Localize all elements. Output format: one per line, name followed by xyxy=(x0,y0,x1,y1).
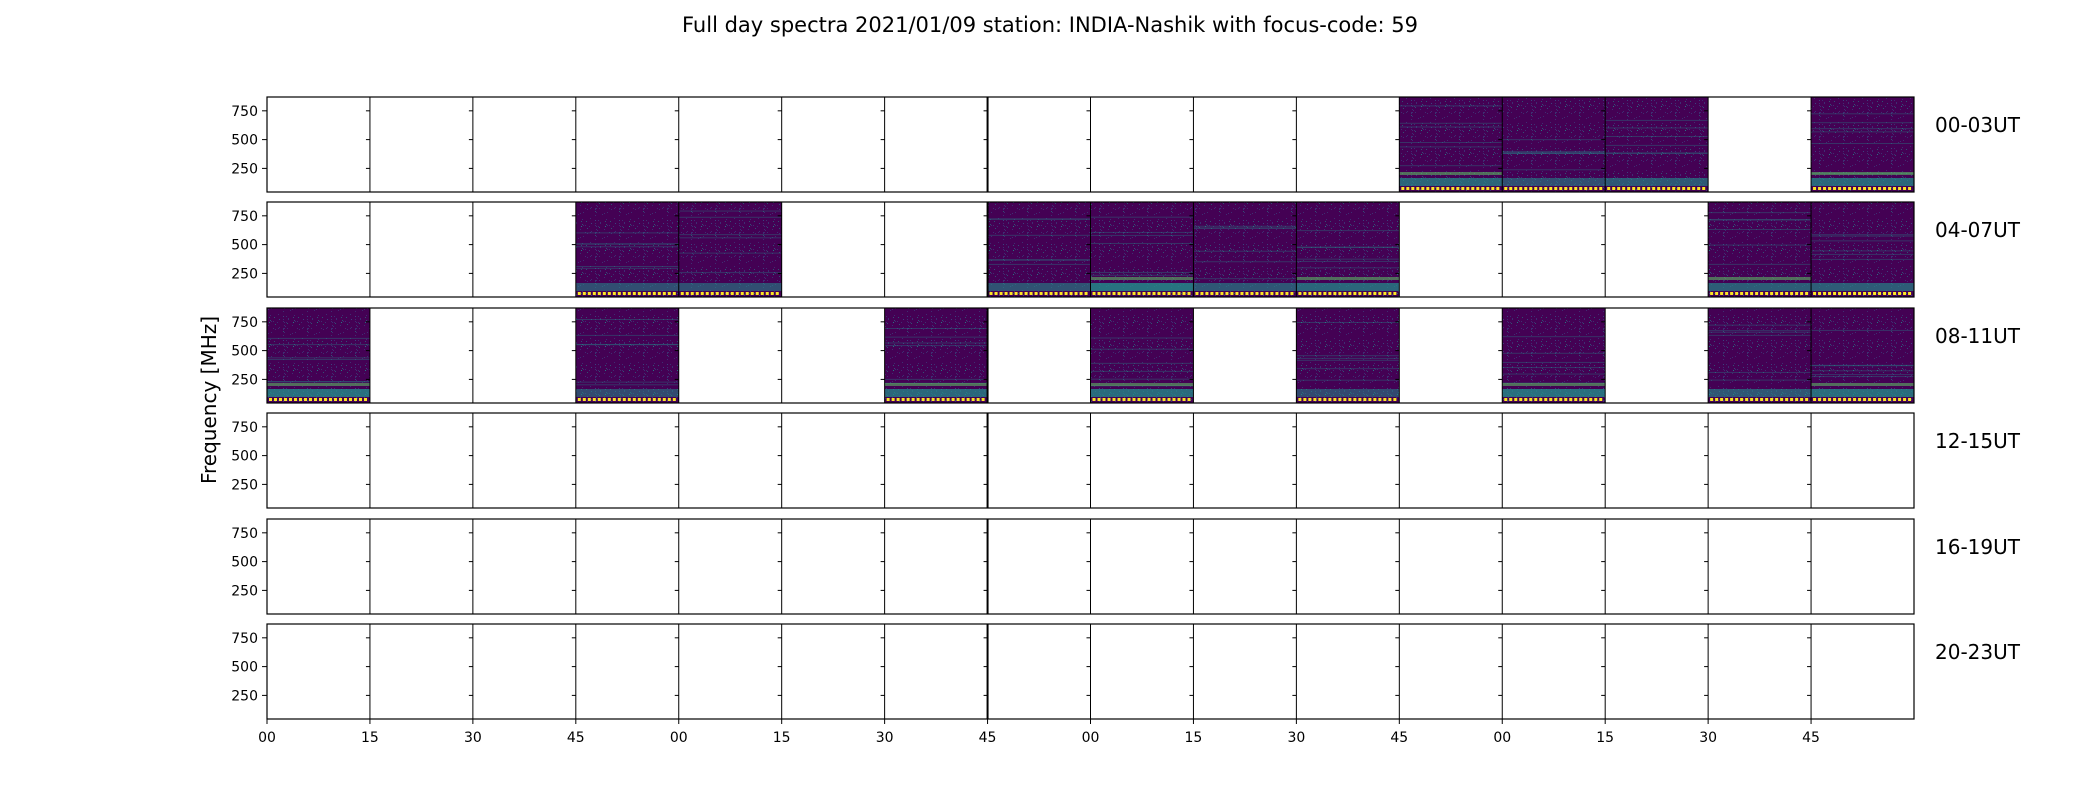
spectrogram-cell xyxy=(1399,97,1503,192)
x-tick-label: 30 xyxy=(1287,730,1305,746)
x-tick-label: 30 xyxy=(876,730,894,746)
y-tick-label: 500 xyxy=(231,238,258,254)
chart-title: Full day spectra 2021/01/09 station: IND… xyxy=(682,13,1418,37)
panel-frame xyxy=(266,518,1915,615)
y-tick-label: 500 xyxy=(231,660,258,676)
spectrogram-cell xyxy=(575,308,679,403)
panel-frame xyxy=(266,201,1915,298)
y-tick-label: 750 xyxy=(231,420,258,436)
panel-row: 750 500 250 20-23UT xyxy=(231,623,2021,720)
row-label: 16-19UT xyxy=(1935,535,2021,559)
spectrogram-cell xyxy=(987,202,1091,297)
spectrogram-cell xyxy=(1296,308,1400,403)
x-tick-label: 00 xyxy=(1082,730,1100,746)
panels-group: 750 500 250 00-03UT 750 500 250 04-07UT 750 500 25… xyxy=(231,96,2021,746)
y-tick-label: 250 xyxy=(231,477,258,493)
y-tick-label: 250 xyxy=(231,372,258,388)
y-tick-label: 750 xyxy=(231,104,258,120)
spectrogram-cell xyxy=(1811,308,1914,403)
y-tick-label: 750 xyxy=(231,315,258,331)
spectrogram-cell xyxy=(267,308,370,403)
panel-frame xyxy=(266,96,1915,193)
panel-row: 750 500 250 12-15UT xyxy=(231,412,2021,509)
x-tick-label: 15 xyxy=(1185,730,1203,746)
spectrogram-cell xyxy=(1502,308,1606,403)
spectrogram-cell xyxy=(1811,202,1914,297)
spectrogram-cell xyxy=(1811,97,1914,192)
y-tick-label: 750 xyxy=(231,631,258,647)
row-label: 12-15UT xyxy=(1935,429,2021,453)
row-label: 20-23UT xyxy=(1935,640,2021,664)
x-tick-label: 00 xyxy=(258,730,276,746)
spectrogram-cell xyxy=(1708,308,1812,403)
panel-row: 750 500 250 00-03UT xyxy=(231,96,2021,193)
x-tick-label: 15 xyxy=(361,730,379,746)
spectrogram-cell xyxy=(884,308,988,403)
x-tick-label: 30 xyxy=(464,730,482,746)
x-tick-label: 30 xyxy=(1699,730,1717,746)
spectrogram-cell xyxy=(1090,202,1194,297)
spectrogram-cell xyxy=(1708,202,1812,297)
y-tick-label: 250 xyxy=(231,266,258,282)
spectrogram-cell xyxy=(1605,97,1709,192)
y-tick-label: 750 xyxy=(231,526,258,542)
spectrogram-cell xyxy=(1296,202,1400,297)
y-tick-label: 500 xyxy=(231,344,258,360)
panel-frame xyxy=(266,307,1915,404)
panel-row: 750 500 250 04-07UT xyxy=(231,201,2021,298)
y-tick-label: 250 xyxy=(231,583,258,599)
y-tick-label: 250 xyxy=(231,161,258,177)
x-tick-label: 15 xyxy=(773,730,791,746)
panel-row: 750 500 250 08-11UT xyxy=(231,307,2021,404)
y-axis-label: Frequency [MHz] xyxy=(197,316,221,484)
x-tick-label: 45 xyxy=(979,730,997,746)
y-tick-label: 500 xyxy=(231,133,258,149)
spectrogram-cell xyxy=(575,202,679,297)
spectrogram-cell xyxy=(1090,308,1194,403)
x-tick-label: 00 xyxy=(670,730,688,746)
x-tick-label: 00 xyxy=(1493,730,1511,746)
row-label: 04-07UT xyxy=(1935,218,2021,242)
panel-row: 750 500 250 16-19UT xyxy=(231,518,2021,615)
y-tick-label: 750 xyxy=(231,209,258,225)
y-tick-label: 250 xyxy=(231,688,258,704)
panel-frame xyxy=(266,412,1915,509)
x-tick-label: 45 xyxy=(1390,730,1408,746)
spectrogram-cell xyxy=(678,202,782,297)
row-label: 00-03UT xyxy=(1935,113,2021,137)
row-label: 08-11UT xyxy=(1935,324,2021,348)
x-tick-label: 45 xyxy=(1802,730,1820,746)
y-tick-label: 500 xyxy=(231,449,258,465)
x-tick-label: 15 xyxy=(1596,730,1614,746)
y-tick-label: 500 xyxy=(231,555,258,571)
spectrogram-cell xyxy=(1502,97,1606,192)
x-tick-label: 45 xyxy=(567,730,585,746)
spectrogram-cell xyxy=(1193,202,1297,297)
